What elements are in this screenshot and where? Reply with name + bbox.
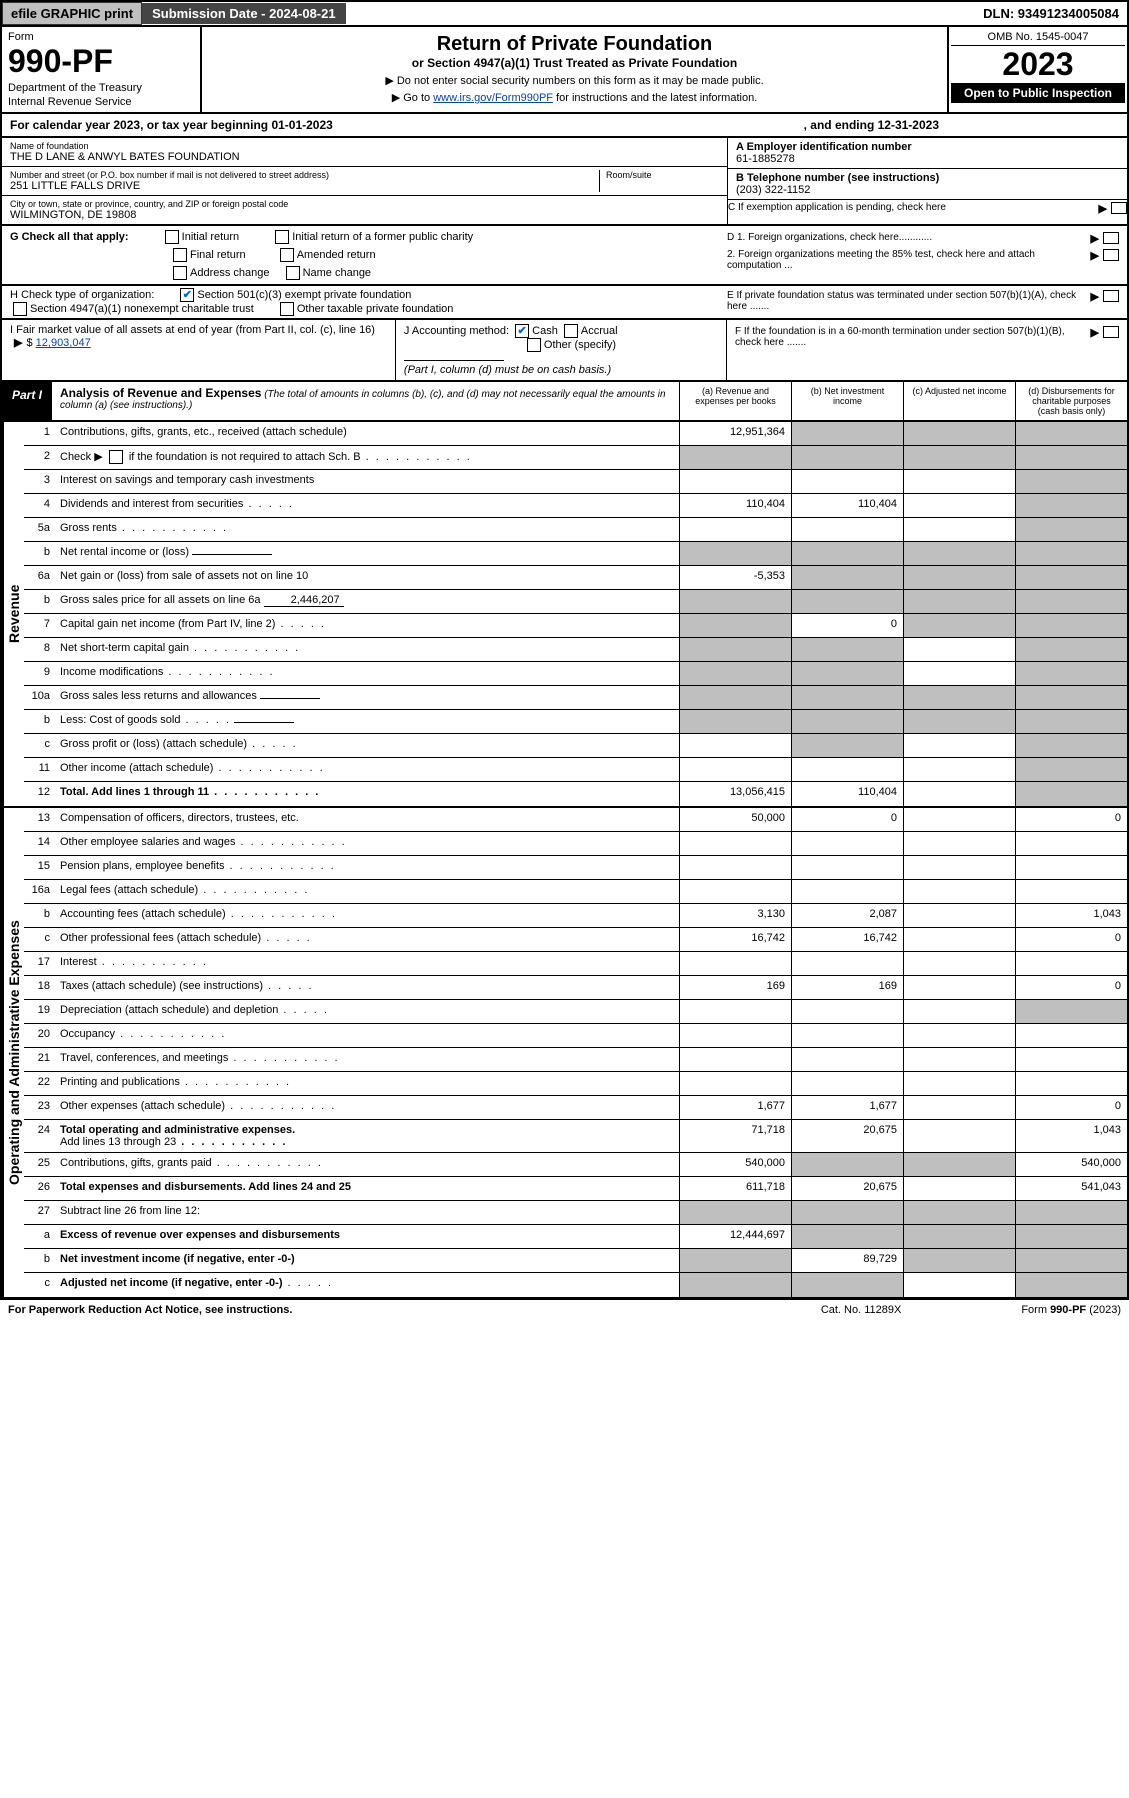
ssn-warning: ▶ Do not enter social security numbers o… [208,74,941,87]
page-footer: For Paperwork Reduction Act Notice, see … [0,1299,1129,1320]
col-c-header: (c) Adjusted net income [903,382,1015,420]
d2-label: 2. Foreign organizations meeting the 85%… [727,249,1087,271]
j-label: J Accounting method: [404,325,509,337]
col-d-header: (d) Disbursements for charitable purpose… [1015,382,1127,420]
fmv-value[interactable]: 12,903,047 [36,337,91,349]
e-checkbox[interactable] [1103,290,1119,302]
entity-info: Name of foundation THE D LANE & ANWYL BA… [0,138,1129,226]
r7-b: 0 [791,614,903,637]
exemption-checkbox[interactable] [1111,202,1127,214]
final-return-checkbox[interactable] [173,248,187,262]
revenue-side-label: Revenue [2,422,24,806]
other-method-checkbox[interactable] [527,338,541,352]
g-label: G Check all that apply: [10,231,129,243]
form-subtitle: or Section 4947(a)(1) Trust Treated as P… [208,56,941,70]
dept-treasury: Department of the Treasury [8,82,194,94]
part1-header: Part I Analysis of Revenue and Expenses … [0,382,1129,422]
cat-no: Cat. No. 11289X [821,1304,902,1316]
irs-label: Internal Revenue Service [8,96,194,108]
address-change-checkbox[interactable] [173,266,187,280]
goto-note: ▶ Go to www.irs.gov/Form990PF for instru… [208,91,941,104]
expenses-section: Operating and Administrative Expenses 13… [0,808,1129,1299]
calendar-year-row: For calendar year 2023, or tax year begi… [0,114,1129,138]
form-link[interactable]: www.irs.gov/Form990PF [433,92,553,104]
open-public: Open to Public Inspection [951,83,1125,103]
col-a-header: (a) Revenue and expenses per books [679,382,791,420]
paperwork-notice: For Paperwork Reduction Act Notice, see … [8,1304,821,1316]
amended-return-checkbox[interactable] [280,248,294,262]
efile-print-button[interactable]: efile GRAPHIC print [2,2,142,25]
section-ijf: I Fair market value of all assets at end… [0,320,1129,382]
phone-value: (203) 322-1152 [736,184,1119,196]
501c3-checkbox[interactable] [180,288,194,302]
d1-checkbox[interactable] [1103,232,1119,244]
f-label: F If the foundation is in a 60-month ter… [735,326,1087,348]
name-change-checkbox[interactable] [286,266,300,280]
addr-label: Number and street (or P.O. box number if… [10,170,599,180]
d2-checkbox[interactable] [1103,249,1119,261]
4947-checkbox[interactable] [13,302,27,316]
form-number: 990-PF [8,43,194,80]
form-title: Return of Private Foundation [208,33,941,56]
other-taxable-checkbox[interactable] [280,302,294,316]
form-header: Form 990-PF Department of the Treasury I… [0,27,1129,114]
r6b-inline: 2,446,207 [264,594,344,607]
f-checkbox[interactable] [1103,326,1119,338]
expenses-side-label: Operating and Administrative Expenses [2,808,24,1297]
submission-date: Submission Date - 2024-08-21 [142,3,346,24]
ein-value: 61-1885278 [736,153,1119,165]
schb-checkbox[interactable] [109,450,123,464]
j-note: (Part I, column (d) must be on cash basi… [404,364,611,376]
phone-label: B Telephone number (see instructions) [736,172,1119,184]
i-label: I Fair market value of all assets at end… [10,324,375,336]
col-b-header: (b) Net investment income [791,382,903,420]
r1-a: 12,951,364 [679,422,791,445]
r12-a: 13,056,415 [679,782,791,806]
tax-year: 2023 [951,46,1125,83]
form-ref: Form 990-PF (2023) [1021,1304,1121,1316]
initial-former-checkbox[interactable] [275,230,289,244]
city-label: City or town, state or province, country… [10,199,719,209]
e-label: E If private foundation status was termi… [727,290,1087,312]
exemption-pending-label: C If exemption application is pending, c… [728,202,1095,213]
r4-b: 110,404 [791,494,903,517]
d1-label: D 1. Foreign organizations, check here..… [727,232,1087,243]
r4-a: 110,404 [679,494,791,517]
section-g-d: G Check all that apply: Initial return I… [0,226,1129,286]
section-h-e: H Check type of organization: Section 50… [0,286,1129,320]
accrual-checkbox[interactable] [564,324,578,338]
h-label: H Check type of organization: [10,289,154,301]
cash-checkbox[interactable] [515,324,529,338]
initial-return-checkbox[interactable] [165,230,179,244]
foundation-name: THE D LANE & ANWYL BATES FOUNDATION [10,151,719,163]
revenue-section: Revenue 1Contributions, gifts, grants, e… [0,422,1129,808]
dln: DLN: 93491234005084 [975,3,1127,24]
form-word: Form [8,31,194,43]
ein-label: A Employer identification number [736,141,1119,153]
part1-title: Analysis of Revenue and Expenses [60,386,261,400]
part1-label: Part I [2,382,52,420]
top-bar: efile GRAPHIC print Submission Date - 20… [0,0,1129,27]
room-label: Room/suite [606,170,719,180]
street-address: 251 LITTLE FALLS DRIVE [10,180,599,192]
omb-number: OMB No. 1545-0047 [951,29,1125,46]
city-state-zip: WILMINGTON, DE 19808 [10,209,719,221]
r12-b: 110,404 [791,782,903,806]
r6a-a: -5,353 [679,566,791,589]
name-label: Name of foundation [10,141,719,151]
